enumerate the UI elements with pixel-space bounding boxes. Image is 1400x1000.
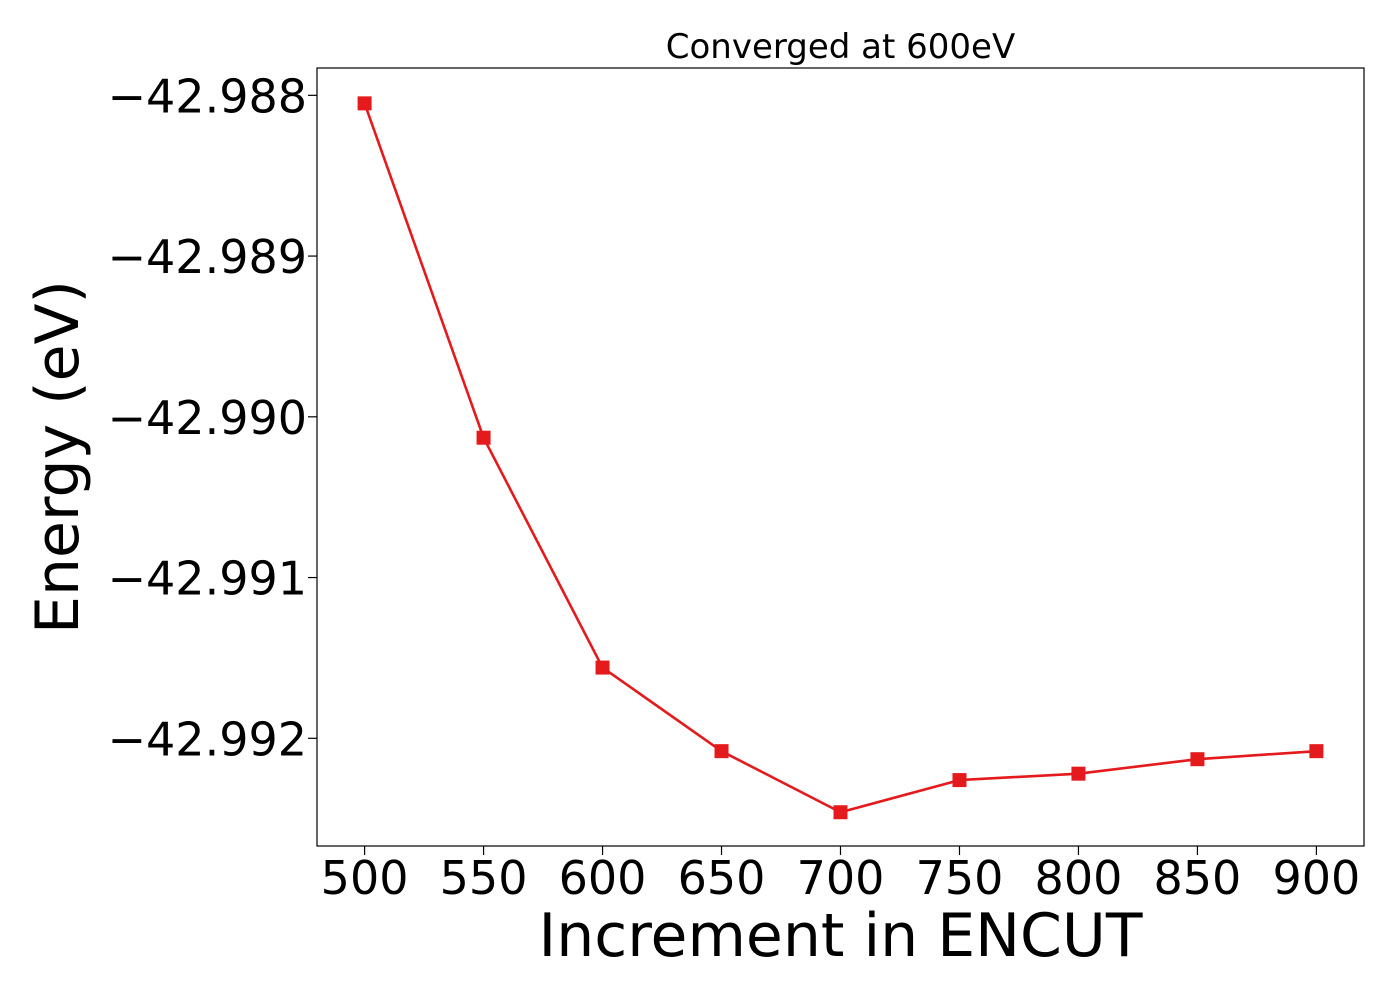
x-tick-label: 600	[559, 851, 647, 905]
data-point-marker	[595, 660, 610, 675]
x-tick-label: 900	[1273, 851, 1361, 905]
x-tick-label: 850	[1154, 851, 1242, 905]
data-point-marker	[952, 773, 967, 788]
data-point-marker	[1190, 752, 1205, 767]
data-point-marker	[476, 430, 491, 445]
data-point-marker	[1071, 766, 1086, 781]
y-tick-label: −42.988	[108, 69, 308, 123]
data-point-marker	[1309, 744, 1324, 759]
y-axis-ticks: −42.988 −42.989 −42.990 −42.991 −42.992	[108, 69, 317, 766]
data-point-marker	[833, 805, 848, 820]
x-tick-label: 650	[678, 851, 766, 905]
x-tick-label: 750	[916, 851, 1004, 905]
data-point-marker	[714, 744, 729, 759]
y-axis-label: Energy (eV)	[23, 280, 93, 634]
series-layer	[357, 96, 1324, 820]
x-tick-label: 550	[440, 851, 528, 905]
x-axis-label: Increment in ENCUT	[539, 901, 1143, 971]
y-tick-label: −42.990	[108, 391, 308, 445]
y-tick-label: −42.992	[108, 712, 308, 766]
x-axis-ticks: 500 550 600 650 700 750 800 850 900	[321, 846, 1361, 905]
x-tick-label: 700	[797, 851, 885, 905]
y-tick-label: −42.991	[108, 552, 308, 606]
x-tick-label: 800	[1035, 851, 1123, 905]
data-point-marker	[357, 96, 372, 111]
chart-title: Converged at 600eV	[666, 27, 1015, 67]
x-tick-label: 500	[321, 851, 409, 905]
y-tick-label: −42.989	[108, 230, 308, 284]
